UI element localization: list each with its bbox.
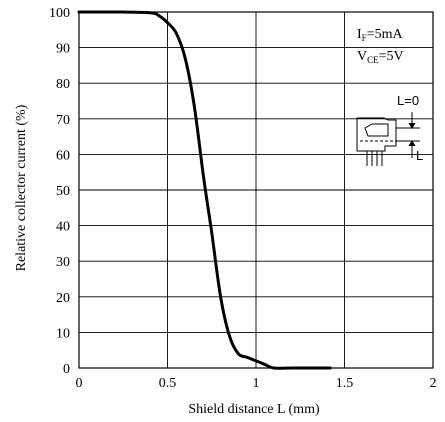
y-tick-label: 0 (63, 362, 70, 377)
sensor-body-shape (356, 117, 397, 152)
y-axis-label: Relative collector current (%) (14, 104, 29, 271)
sensor-slot-shape (364, 123, 389, 137)
shield-diagram (356, 112, 420, 166)
y-tick-label: 20 (56, 291, 70, 306)
x-axis-label: Shield distance L (mm) (188, 402, 320, 417)
if-symbol: I (357, 27, 362, 42)
y-tick-label: 40 (56, 220, 70, 235)
label-l: L (416, 148, 423, 163)
x-tick-label: 1 (253, 376, 260, 391)
y-tick-label: 90 (56, 42, 70, 57)
y-tick-label: 10 (56, 326, 70, 341)
x-tick-labels: 0 0.5 1 1.5 2 (76, 376, 437, 391)
collector-emitter-voltage-condition: VCE=5V (357, 49, 404, 65)
y-tick-label: 50 (56, 184, 70, 199)
dimension-arrow-upper (408, 122, 416, 129)
forward-current-condition: IF=5mA (357, 27, 403, 43)
data-series-line (77, 10, 332, 370)
y-tick-label: 60 (56, 148, 70, 163)
x-tick-label: 0 (76, 376, 83, 391)
vce-symbol: V (357, 49, 367, 64)
vce-value: =5V (379, 49, 404, 64)
y-tick-label: 80 (56, 77, 70, 92)
dimension-arrow-lower (408, 140, 416, 147)
label-l-zero: L=0 (397, 93, 419, 108)
vce-subscript: CE (367, 55, 379, 65)
x-tick-label: 1.5 (336, 376, 354, 391)
if-value: =5mA (367, 27, 404, 42)
grid (79, 12, 433, 368)
y-tick-label: 100 (49, 6, 70, 21)
plot-frame (78, 11, 434, 369)
x-tick-label: 0.5 (159, 376, 177, 391)
x-tick-label: 2 (430, 376, 437, 391)
if-subscript: F (362, 33, 367, 43)
y-tick-label: 70 (56, 113, 70, 128)
y-tick-label: 30 (56, 255, 70, 270)
series-group (77, 10, 332, 370)
y-tick-labels: 0 10 20 30 40 50 60 70 80 90 100 (49, 6, 70, 377)
